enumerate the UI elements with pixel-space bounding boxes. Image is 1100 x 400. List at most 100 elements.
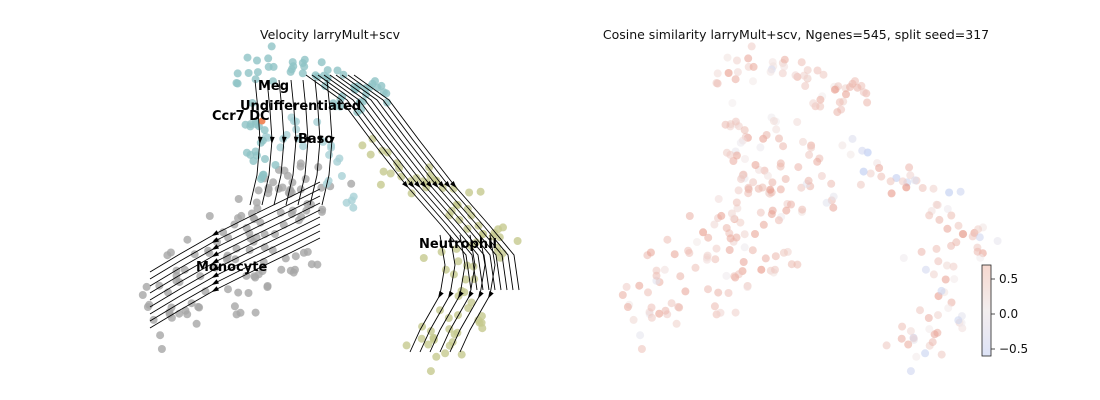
velocity-point [180, 265, 189, 274]
cosine-point [838, 141, 847, 150]
streamline-arrow [211, 244, 219, 250]
cosine-point [929, 270, 938, 279]
cosine-point [882, 341, 891, 350]
cosine-point [763, 171, 772, 180]
cosine-point [949, 262, 958, 271]
cosine-point [943, 205, 952, 213]
cosine-point [756, 143, 765, 152]
cosine-point [738, 171, 747, 179]
cosine-point [780, 55, 789, 64]
velocity-point [205, 212, 214, 220]
streamline-arrow [458, 291, 464, 299]
velocity-point [362, 90, 370, 99]
cosine-point [672, 319, 681, 328]
velocity-point [291, 252, 300, 261]
cosine-point [685, 212, 694, 220]
velocity-point [260, 126, 269, 135]
cosine-point [794, 163, 803, 172]
velocity-point [448, 338, 457, 347]
cosine-point [722, 271, 731, 280]
cosine-point [902, 183, 911, 192]
velocity-point [373, 83, 382, 92]
cosine-point [699, 228, 708, 237]
velocity-point [289, 117, 298, 125]
cosine-point [933, 201, 942, 209]
cosine-point [816, 95, 825, 104]
velocity-point [250, 272, 259, 281]
velocity-point [445, 211, 454, 220]
streamline-arrow [478, 291, 484, 299]
cosine-point [774, 216, 783, 225]
cosine-point [968, 232, 977, 241]
velocity-panel: Velocity larryMult+scv Meg Undifferentia… [138, 27, 522, 376]
streamline-arrow [438, 181, 445, 188]
velocity-point [465, 188, 474, 197]
cosine-point [768, 178, 777, 187]
velocity-point [278, 183, 287, 192]
velocity-point [347, 179, 356, 188]
cosine-point [647, 313, 656, 322]
streamline-arrow [448, 291, 454, 299]
velocity-point [237, 211, 246, 220]
velocity-point [219, 228, 228, 237]
velocity-point [286, 67, 295, 76]
cosine-point [729, 214, 738, 223]
cosine-point [740, 230, 749, 239]
cosine-point [935, 215, 944, 224]
cosine-point [712, 244, 721, 253]
cosine-point [958, 230, 967, 238]
velocity-point [269, 77, 277, 86]
velocity-point [494, 225, 503, 234]
cosine-point [830, 85, 839, 94]
cosine-point [622, 282, 631, 291]
cosine-point [934, 257, 943, 266]
velocity-point [236, 308, 245, 317]
cosine-point [909, 334, 918, 343]
velocity-point [253, 204, 262, 213]
velocity-point [300, 55, 309, 64]
streamline [149, 202, 321, 294]
velocity-point [264, 54, 273, 63]
cosine-point [733, 56, 741, 65]
cosine-point [954, 316, 963, 325]
cosine-point [898, 177, 907, 186]
cosine-point [842, 90, 850, 99]
velocity-point [474, 221, 483, 230]
velocity-point [424, 340, 433, 349]
cosine-point [769, 117, 778, 125]
streamline-arrow [257, 136, 263, 144]
colorbar-tick-label: 0.0 [999, 307, 1018, 321]
cosine-point [925, 325, 934, 334]
velocity-point [230, 302, 239, 311]
velocity-point [296, 162, 305, 171]
streamline-arrow [426, 181, 433, 188]
velocity-point [166, 248, 175, 257]
cosine-point [646, 248, 655, 257]
cosine-point [993, 237, 1002, 245]
velocity-point [366, 150, 375, 159]
cosine-point [952, 238, 961, 247]
cosine-point [846, 83, 854, 92]
velocity-point [476, 187, 485, 196]
cosine-point [717, 211, 726, 220]
velocity-point [244, 69, 253, 77]
velocity-point [455, 215, 464, 224]
cosine-point [759, 220, 768, 229]
velocity-point [461, 275, 470, 284]
cosine-point [693, 238, 701, 246]
cosine-point [736, 218, 745, 227]
cosine-point [751, 161, 760, 169]
cosine-point [704, 233, 713, 242]
cosine-point [710, 302, 719, 311]
cosine-point [771, 265, 779, 274]
velocity-point [407, 189, 416, 198]
cosine-point [858, 146, 867, 155]
cosine-point [779, 142, 788, 151]
cosine-point [749, 62, 758, 71]
velocity-point [138, 291, 147, 299]
cosine-point [934, 311, 942, 320]
velocity-point [432, 352, 441, 361]
cosine-point [829, 192, 838, 201]
velocity-point [444, 314, 453, 322]
velocity-point [342, 198, 351, 207]
